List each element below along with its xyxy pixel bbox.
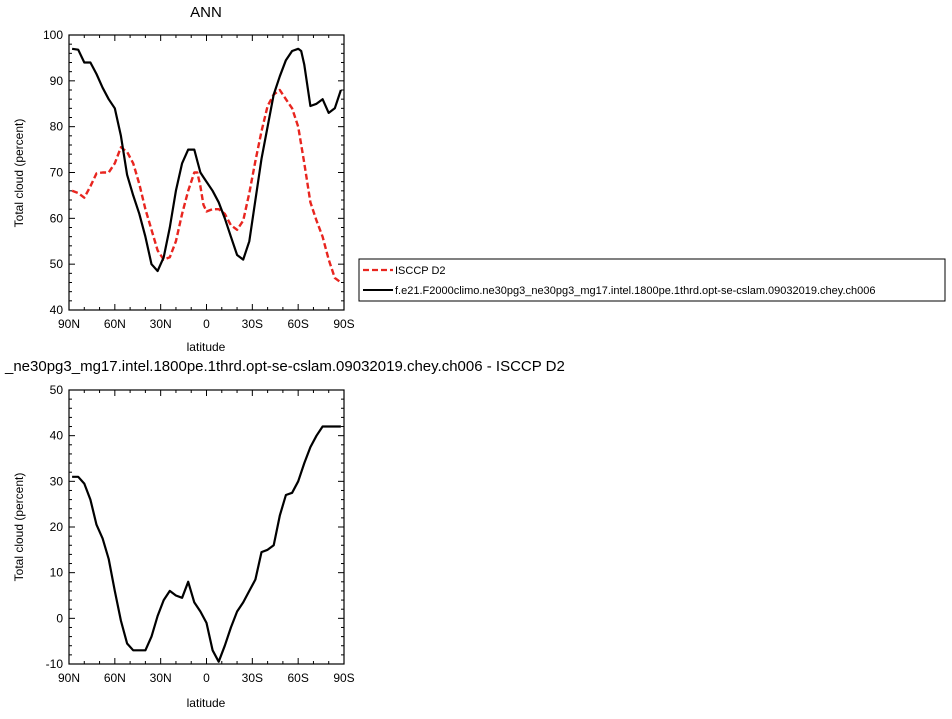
bottom-xtick-label: 60S [287, 671, 308, 685]
legend-label-model: f.e21.F2000climo.ne30pg3_ne30pg3_mg17.in… [395, 285, 875, 297]
bottom-panel: _ne30pg3_mg17.intel.1800pe.1thrd.opt-se-… [4, 358, 565, 710]
bottom-plot-frame [68, 389, 345, 665]
top-x-axis-label: latitude [187, 340, 226, 354]
bottom-ytick-label: 0 [56, 611, 63, 625]
top-ytick-label: 60 [50, 211, 64, 225]
bottom-ytick-label: 40 [50, 429, 64, 443]
bottom-xtick-label: 60N [104, 671, 126, 685]
top-xtick-label: 60N [104, 317, 126, 331]
top-ytick-label: 40 [50, 303, 64, 317]
top-xtick-label: 0 [203, 317, 210, 331]
bottom-x-axis-label: latitude [187, 696, 226, 710]
bottom-ytick-label: 30 [50, 474, 64, 488]
top-ytick-label: 70 [50, 166, 64, 180]
bottom-xtick-label: 0 [203, 671, 210, 685]
bottom-xtick-label: 30S [242, 671, 263, 685]
top-ytick-label: 100 [43, 28, 63, 42]
top-series-line-model [71, 47, 342, 273]
top-plot-frame [68, 34, 345, 311]
bottom-xtick-label: 90S [333, 671, 354, 685]
top-ytick-label: 90 [50, 74, 64, 88]
top-series-line-obs [71, 88, 342, 284]
top-ytick-label: 80 [50, 120, 64, 134]
top-xtick-label: 60S [287, 317, 308, 331]
bottom-chart-title: _ne30pg3_mg17.intel.1800pe.1thrd.opt-se-… [4, 358, 565, 375]
top-xtick-label: 30N [150, 317, 172, 331]
legend: ISCCP D2 f.e21.F2000climo.ne30pg3_ne30pg… [358, 258, 946, 302]
bottom-ytick-label: -10 [46, 657, 64, 671]
bottom-ytick-label: 20 [50, 520, 64, 534]
top-ytick-label: 50 [50, 257, 64, 271]
top-xtick-label: 30S [242, 317, 263, 331]
bottom-xtick-label: 90N [58, 671, 80, 685]
top-xtick-label: 90S [333, 317, 354, 331]
bottom-y-axis-label: Total cloud (percent) [12, 473, 26, 582]
bottom-ytick-label: 50 [50, 383, 64, 397]
legend-label-obs: ISCCP D2 [395, 265, 446, 277]
top-y-axis-label: Total cloud (percent) [12, 119, 26, 228]
legend-box [358, 258, 946, 302]
bottom-xtick-label: 30N [150, 671, 172, 685]
bottom-ytick-label: 10 [50, 566, 64, 580]
bottom-series-line-model [72, 425, 341, 663]
top-xtick-label: 90N [58, 317, 80, 331]
top-chart-title: ANN [190, 4, 222, 21]
top-panel: ANN Total cloud (percent) latitude 40 50 6… [12, 4, 355, 354]
